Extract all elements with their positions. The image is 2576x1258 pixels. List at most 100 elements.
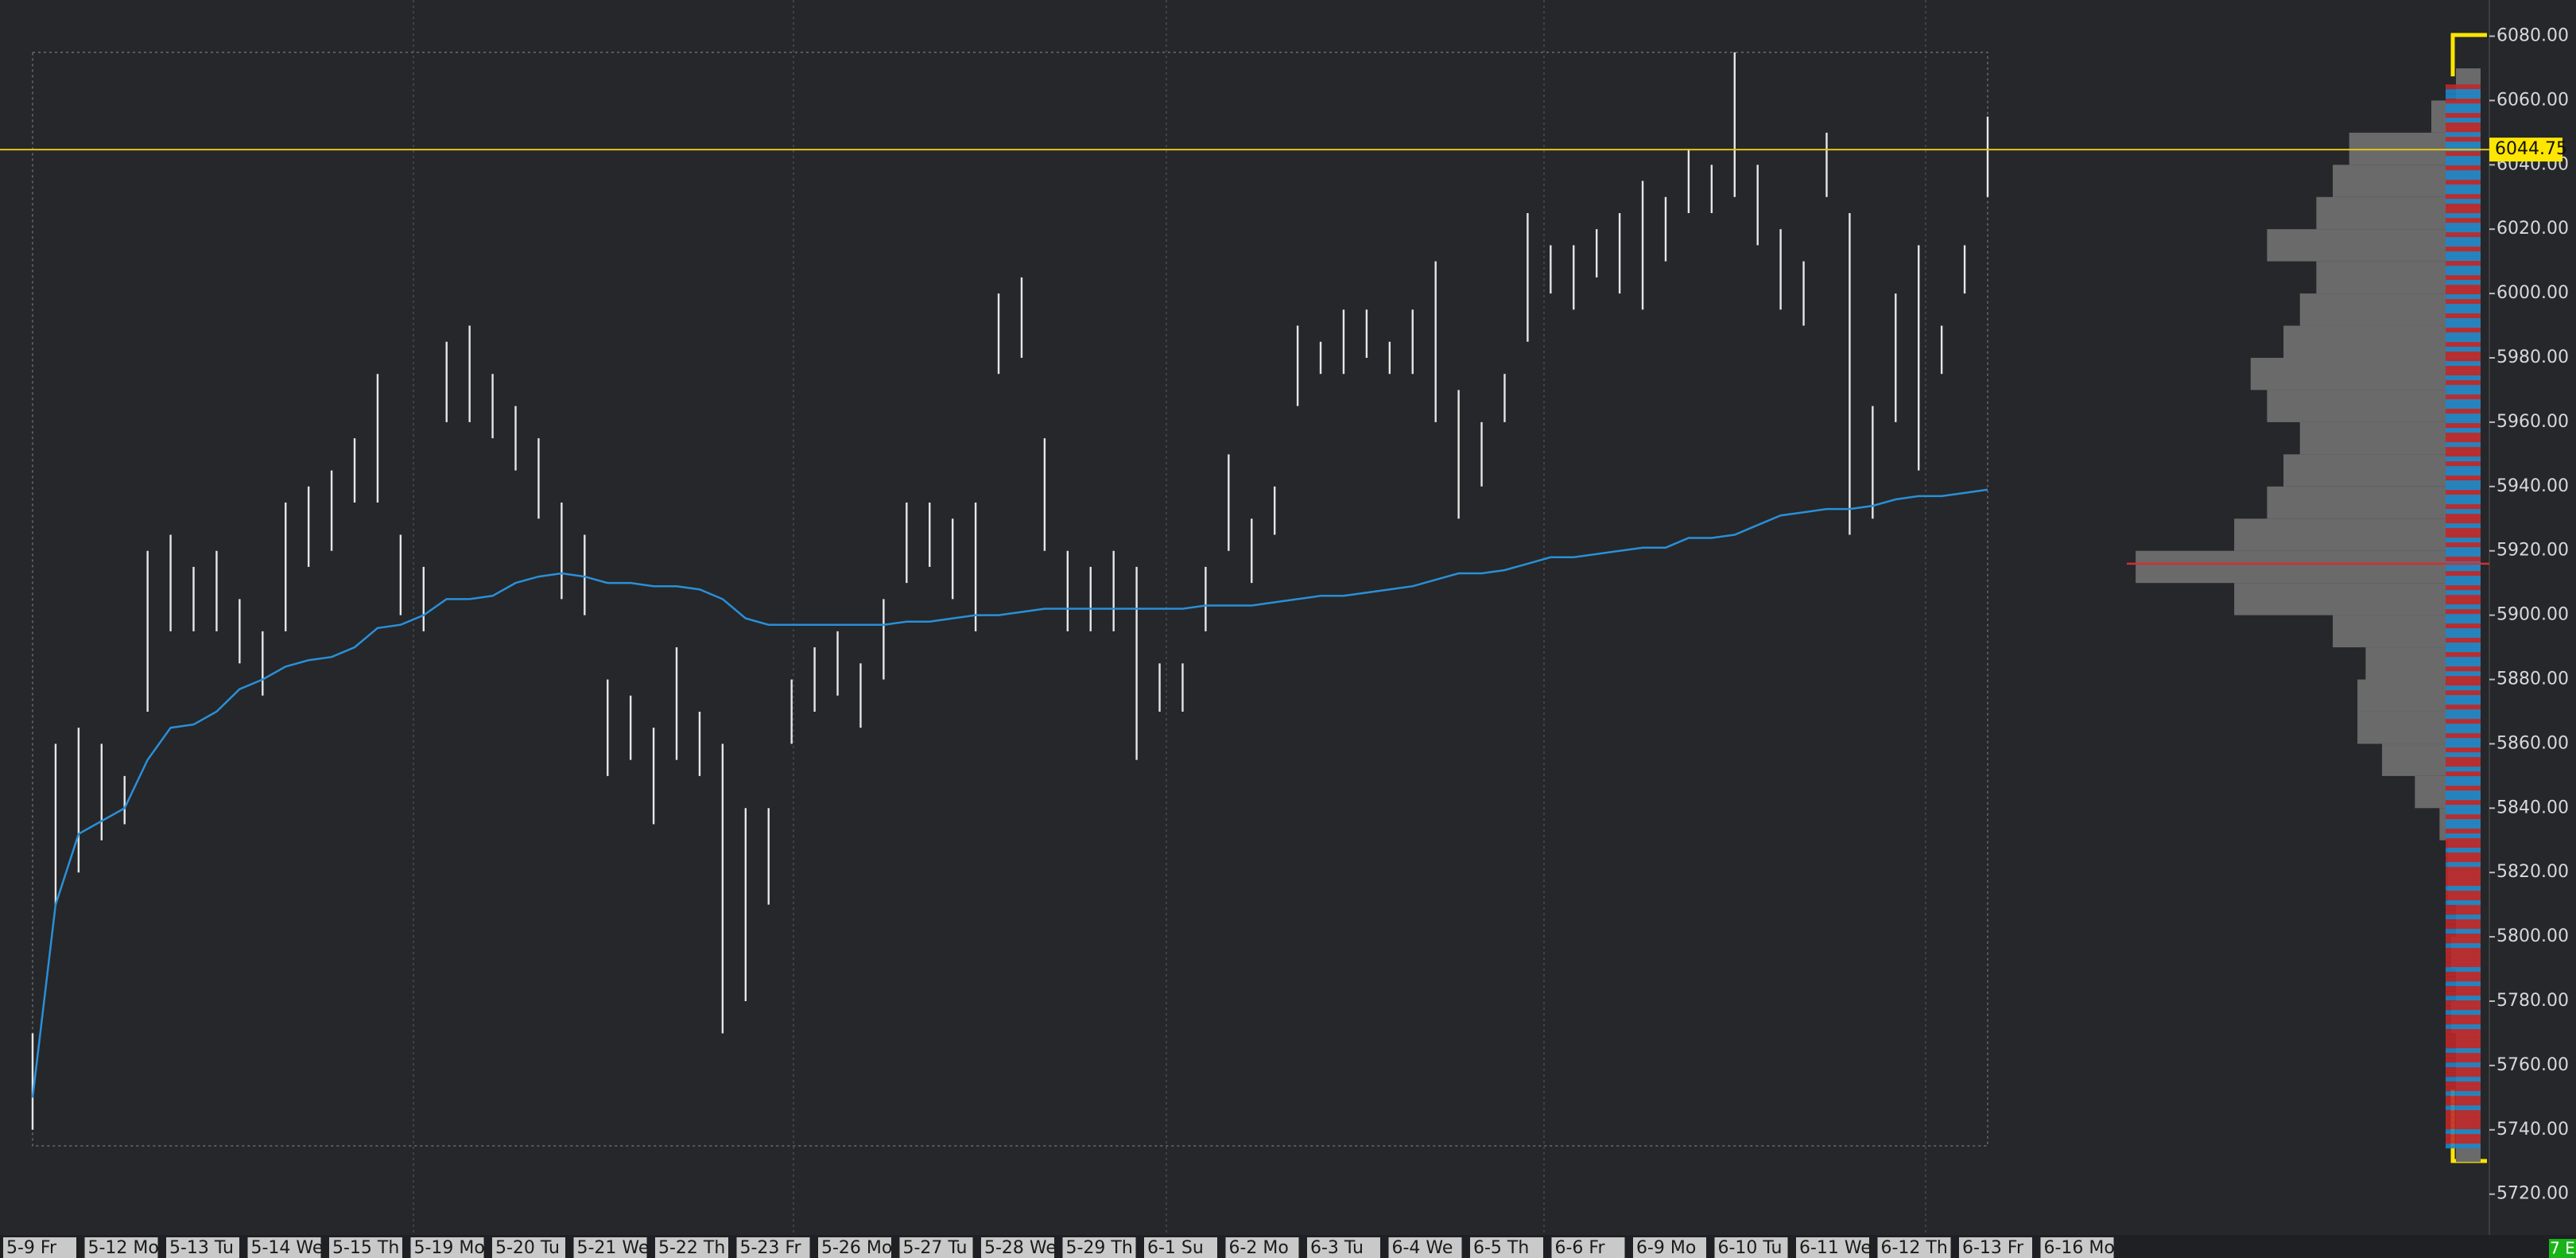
delta-strip <box>2446 404 2481 410</box>
delta-strip <box>2446 709 2481 715</box>
delta-strip <box>2446 232 2481 238</box>
delta-strip <box>2446 948 2481 953</box>
date-box <box>1144 1237 1217 1258</box>
profile-bar <box>2267 229 2481 262</box>
delta-strip <box>2446 523 2481 529</box>
delta-strip <box>2446 1129 2481 1135</box>
date-box <box>573 1237 647 1258</box>
delta-strip <box>2446 108 2481 114</box>
delta-strip <box>2446 84 2481 90</box>
y-tick-label: 5820.00 <box>2496 862 2569 882</box>
delta-strip <box>2446 1096 2481 1101</box>
delta-strip <box>2446 781 2481 786</box>
x-tick-label: 5-20 Tu <box>495 1238 560 1258</box>
delta-strip <box>2446 919 2481 925</box>
delta-strip <box>2446 662 2481 667</box>
delta-strip <box>2446 1024 2481 1030</box>
delta-strip <box>2446 681 2481 686</box>
delta-strip <box>2446 891 2481 896</box>
delta-strip <box>2446 614 2481 619</box>
delta-strip <box>2446 294 2481 300</box>
delta-strip <box>2446 356 2481 362</box>
delta-strip <box>2446 142 2481 147</box>
delta-strip <box>2446 94 2481 99</box>
delta-strip <box>2446 261 2481 266</box>
delta-strip <box>2446 337 2481 343</box>
delta-strip <box>2446 867 2481 872</box>
delta-strip <box>2446 547 2481 553</box>
delta-strip <box>2446 695 2481 701</box>
delta-strip <box>2446 900 2481 906</box>
delta-strip <box>2446 838 2481 844</box>
y-tick-label: 6060.00 <box>2496 90 2569 110</box>
x-tick-label: 5-13 Tu <box>169 1238 234 1258</box>
delta-strip <box>2446 414 2481 419</box>
delta-strip <box>2446 633 2481 639</box>
delta-strip <box>2446 538 2481 543</box>
delta-strip <box>2446 528 2481 534</box>
delta-strip <box>2446 490 2481 495</box>
delta-strip <box>2446 385 2481 390</box>
delta-strip <box>2446 447 2481 452</box>
delta-strip <box>2446 418 2481 424</box>
delta-strip <box>2446 1000 2481 1006</box>
delta-strip <box>2446 1124 2481 1130</box>
delta-strip <box>2446 728 2481 734</box>
delta-strip <box>2446 1048 2481 1054</box>
y-tick-label: 5960.00 <box>2496 412 2569 432</box>
delta-strip <box>2446 347 2481 352</box>
delta-strip <box>2446 452 2481 457</box>
x-tick-label: 5-12 Mo <box>88 1238 159 1258</box>
profile-bar <box>2234 518 2481 551</box>
delta-strip <box>2446 676 2481 681</box>
delta-strip <box>2446 89 2481 95</box>
delta-strip <box>2446 509 2481 514</box>
date-box <box>1551 1237 1625 1258</box>
badge-bg <box>2549 1239 2576 1258</box>
delta-strip <box>2446 251 2481 257</box>
delta-strip <box>2446 590 2481 596</box>
delta-strip <box>2446 351 2481 357</box>
date-box <box>166 1237 239 1258</box>
delta-strip <box>2446 585 2481 591</box>
delta-strip <box>2446 227 2481 233</box>
delta-strip <box>2446 848 2481 853</box>
delta-strip <box>2446 1053 2481 1058</box>
delta-strip <box>2446 1029 2481 1035</box>
delta-strip <box>2446 924 2481 930</box>
x-tick-label: 6-9 Mo <box>1636 1238 1696 1258</box>
delta-strip <box>2446 652 2481 658</box>
badge: 7 E <box>2550 1239 2575 1258</box>
delta-strip <box>2446 156 2481 161</box>
delta-strip <box>2446 819 2481 825</box>
delta-strip <box>2446 986 2481 992</box>
delta-strip <box>2446 103 2481 109</box>
delta-strip <box>2446 428 2481 433</box>
delta-strip <box>2446 733 2481 739</box>
delta-strip <box>2446 280 2481 285</box>
y-tick-label: 5860.00 <box>2496 733 2569 753</box>
delta-strip <box>2446 151 2481 157</box>
delta-strip <box>2446 714 2481 720</box>
delta-strip <box>2446 423 2481 429</box>
date-box <box>84 1237 158 1258</box>
delta-strip <box>2446 685 2481 691</box>
delta-strip <box>2446 371 2481 376</box>
delta-strip <box>2446 99 2481 104</box>
delta-strip <box>2446 738 2481 744</box>
y-tick-label: 5920.00 <box>2496 541 2569 561</box>
delta-strip <box>2446 1077 2481 1082</box>
y-tick-label: 5900.00 <box>2496 605 2569 625</box>
x-tick-label: 6-11 We <box>1799 1238 1872 1258</box>
x-tick-label: 6-13 Fr <box>1962 1238 2024 1258</box>
date-box <box>1062 1237 1136 1258</box>
delta-strip <box>2446 957 2481 963</box>
y-tick-label: 5940.00 <box>2496 476 2569 496</box>
delta-strip <box>2446 943 2481 949</box>
y-tick-label: 5800.00 <box>2496 926 2569 946</box>
date-box <box>1796 1237 1869 1258</box>
delta-strip <box>2446 304 2481 309</box>
delta-strip <box>2446 399 2481 405</box>
delta-strip <box>2446 972 2481 977</box>
